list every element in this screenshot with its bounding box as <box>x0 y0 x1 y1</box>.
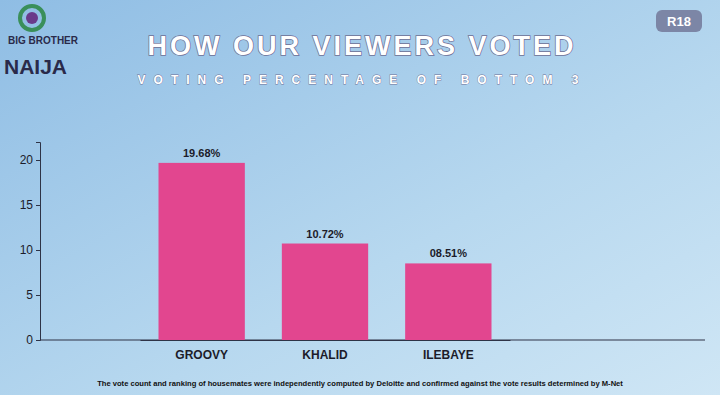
x-tick: GROOVY <box>175 340 228 362</box>
x-tick: KHALID <box>302 340 348 362</box>
data-label: 10.72% <box>306 228 344 240</box>
y-tick-label: 15 <box>20 198 34 212</box>
y-tick: 0 <box>26 333 40 347</box>
y-tick: 15 <box>20 198 40 212</box>
background <box>0 0 720 395</box>
x-tick-label: ILEBAYE <box>423 348 474 362</box>
bar <box>282 244 368 340</box>
bar <box>159 163 245 340</box>
baseline <box>40 339 705 340</box>
y-tick-label: 10 <box>20 243 34 257</box>
logo-text: BIG BROTHER <box>8 35 79 46</box>
y-tick-mark <box>36 295 40 296</box>
data-labels: 19.68% 10.72% 08.51% <box>183 147 467 260</box>
logo-eye <box>26 12 38 24</box>
x-tick-label: KHALID <box>302 348 348 362</box>
y-tick-label: 5 <box>26 288 33 302</box>
x-tick: ILEBAYE <box>423 340 474 362</box>
y-axis: 0 5 10 15 20 <box>20 143 41 348</box>
y-tick: 20 <box>20 153 40 167</box>
logo: BIG BROTHER NAIJA <box>4 6 79 78</box>
logo-ring <box>20 6 44 30</box>
data-label: 19.68% <box>183 147 221 159</box>
y-tick-mark <box>36 340 40 341</box>
y-tick-label: 20 <box>20 153 34 167</box>
y-tick-mark <box>36 250 40 251</box>
x-axis-line <box>141 340 511 341</box>
badge: R18 <box>667 14 691 29</box>
logo-text: NAIJA <box>4 55 67 78</box>
title: HOW OUR VIEWERS VOTED <box>147 31 576 61</box>
badge-box <box>656 10 702 32</box>
x-axis: GROOVY KHALID ILEBAYE <box>141 340 511 362</box>
data-label: 08.51% <box>430 247 468 259</box>
bars <box>159 163 492 340</box>
y-tick: 10 <box>20 243 40 257</box>
y-axis-line <box>36 143 41 341</box>
y-tick: 5 <box>26 288 40 302</box>
y-tick-mark <box>36 205 40 206</box>
x-tick-label: GROOVY <box>175 348 228 362</box>
bar <box>405 263 491 340</box>
y-tick-mark <box>36 160 40 161</box>
chart-svg: BIG BROTHER NAIJA R18 HOW OUR VIEWERS VOTED… <box>0 0 720 395</box>
subtitle: VOTING PERCENTAGE OF BOTTOM 3 <box>138 73 587 87</box>
y-tick-label: 0 <box>26 333 33 347</box>
footnote: The vote count and ranking of housemates… <box>97 379 623 388</box>
